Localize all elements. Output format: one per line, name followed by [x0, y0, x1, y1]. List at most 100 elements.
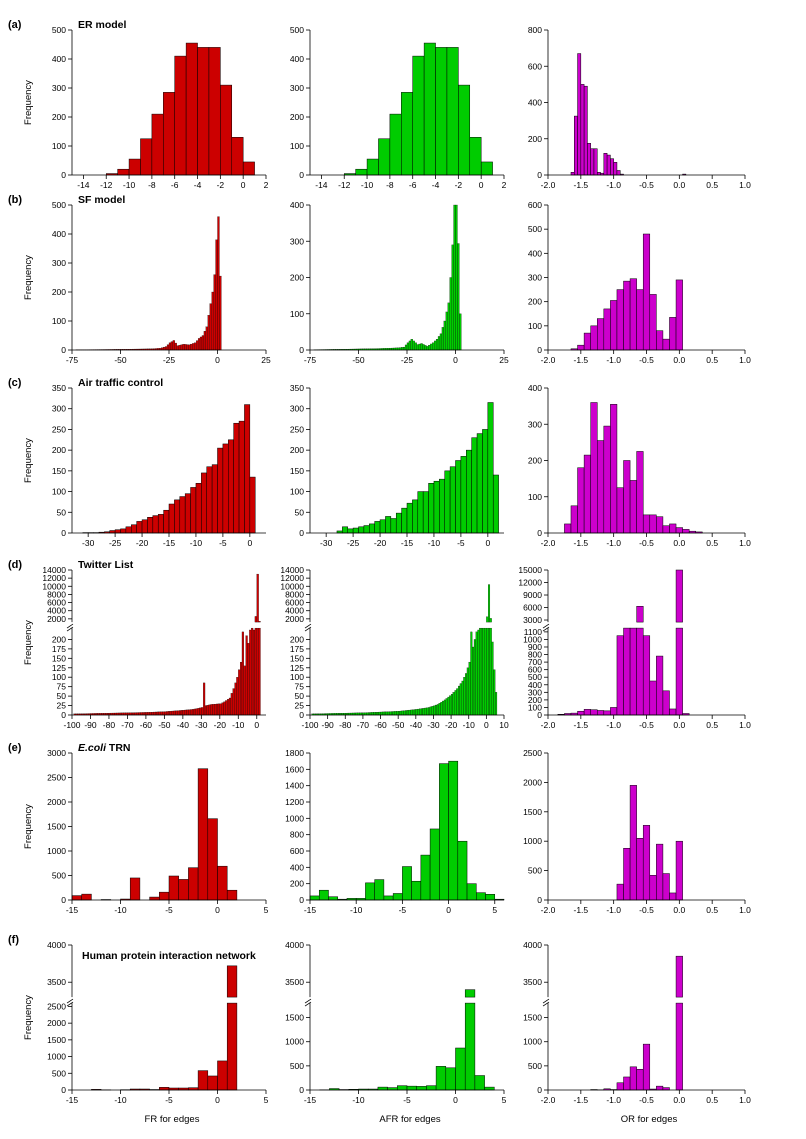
- histogram-bar: [365, 882, 375, 901]
- histogram-bar: [412, 340, 415, 351]
- histogram-bar: [403, 710, 406, 716]
- histogram-bar: [426, 346, 429, 351]
- histogram-bar: [168, 342, 172, 351]
- histogram-bar: [238, 669, 241, 716]
- y-tick-label: 1600: [285, 764, 304, 774]
- y-tick-label: 200: [528, 456, 542, 466]
- histogram-bar: [456, 688, 459, 716]
- y-tick-label: 2500: [47, 1001, 66, 1011]
- y-tick-label: 3500: [285, 977, 304, 987]
- x-tick-label: 0: [453, 355, 458, 365]
- histogram-bar: [225, 700, 228, 716]
- histogram-bar: [610, 158, 614, 176]
- y-tick-label: 12000: [280, 573, 304, 583]
- y-tick-label: 0: [299, 710, 304, 720]
- histogram-bar: [236, 677, 239, 716]
- histogram-bar: [446, 47, 459, 176]
- histogram-bar: [163, 346, 166, 351]
- x-axis-title-fr: FR for edges: [145, 1114, 200, 1125]
- histogram-bar: [623, 280, 631, 351]
- y-tick-label: 1000: [47, 846, 66, 856]
- y-tick-label: 75: [295, 682, 305, 692]
- histogram-bar: [206, 466, 213, 534]
- histogram-bar: [470, 631, 473, 716]
- histogram-afr: 0 200 400 600 800 1000 1200 1400 1600 1800 -15 -10 -…: [285, 748, 505, 915]
- histogram-bar: [172, 340, 175, 351]
- x-tick-label: -5: [399, 905, 407, 915]
- histogram-bar: [636, 1068, 644, 1091]
- histogram-bar: [675, 955, 683, 998]
- histogram-bar: [159, 891, 170, 901]
- histogram-bar: [174, 499, 181, 534]
- histogram-bar: [394, 711, 397, 716]
- histogram-bar: [197, 1070, 209, 1091]
- y-tick-label: 1500: [47, 1035, 66, 1045]
- histogram-bar: [406, 502, 413, 534]
- y-tick-label: 0: [537, 345, 542, 355]
- y-tick-label: 400: [52, 54, 66, 64]
- y-tick-label: 10000: [42, 581, 66, 591]
- histogram-bar: [114, 529, 121, 534]
- x-tick-label: -1.5: [574, 1095, 589, 1105]
- x-tick-label: 0.5: [706, 538, 718, 548]
- histogram-bar: [482, 627, 485, 716]
- histogram-bar: [675, 279, 683, 351]
- histogram-bar: [675, 627, 683, 716]
- histogram-bar: [173, 710, 176, 716]
- histogram-bar: [71, 895, 82, 901]
- histogram-bar: [636, 627, 644, 716]
- y-axis-title: Frequency: [23, 80, 34, 125]
- histogram-bar: [163, 509, 170, 534]
- histogram-bar: [404, 344, 408, 351]
- histogram-bar: [222, 443, 229, 534]
- histogram-bar: [613, 162, 618, 176]
- x-tick-label: -5: [403, 1095, 411, 1105]
- histogram-bar: [408, 340, 412, 351]
- x-tick-label: -60: [374, 720, 387, 730]
- x-tick-label: -15: [163, 538, 176, 548]
- y-tick-label: 200: [290, 445, 304, 455]
- histogram-bar: [201, 335, 205, 351]
- histogram-bar: [597, 440, 605, 534]
- histogram-bar: [476, 433, 483, 534]
- histogram-bar: [459, 683, 462, 716]
- y-tick-label: 150: [52, 653, 66, 663]
- histogram-bar: [352, 527, 359, 534]
- x-tick-label: 0: [215, 905, 220, 915]
- histogram-bar: [479, 627, 482, 716]
- histogram-bar: [410, 709, 413, 716]
- y-tick-label: 300: [52, 404, 66, 414]
- histogram-bar: [474, 1075, 485, 1091]
- histogram-bar: [597, 710, 605, 716]
- panel-label: (e): [8, 742, 22, 754]
- histogram-bar: [430, 343, 433, 351]
- histogram-bar: [464, 1002, 476, 1091]
- y-tick-label: 1800: [285, 748, 304, 758]
- x-tick-label: 0: [241, 180, 246, 190]
- histogram-bar: [155, 711, 158, 716]
- y-tick-label: 500: [528, 1061, 542, 1071]
- y-tick-label: 1500: [47, 822, 66, 832]
- y-tick-label: 300: [528, 273, 542, 283]
- x-tick-label: -60: [140, 720, 153, 730]
- histogram-bar: [129, 877, 141, 901]
- histogram-bar: [249, 476, 256, 534]
- histogram-bar: [175, 710, 178, 716]
- histogram-bar: [445, 698, 448, 716]
- x-tick-label: 0.5: [706, 355, 718, 365]
- x-tick-label: 0: [215, 355, 220, 365]
- histogram-bar: [398, 711, 401, 716]
- x-tick-label: -2.0: [541, 1095, 556, 1105]
- histogram-bar: [464, 989, 476, 998]
- y-axis-title: Frequency: [23, 255, 34, 300]
- histogram-bar: [564, 523, 572, 534]
- y-tick-label: 0: [299, 1085, 304, 1095]
- histogram-bar: [642, 635, 651, 716]
- x-tick-label: 0.0: [673, 538, 685, 548]
- axis-break-mark: [304, 623, 312, 632]
- histogram-bar: [616, 289, 624, 351]
- histogram-bar: [164, 711, 167, 716]
- histogram-bar: [669, 317, 677, 351]
- y-tick-label: 500: [52, 1068, 66, 1078]
- histogram-bar: [211, 464, 218, 534]
